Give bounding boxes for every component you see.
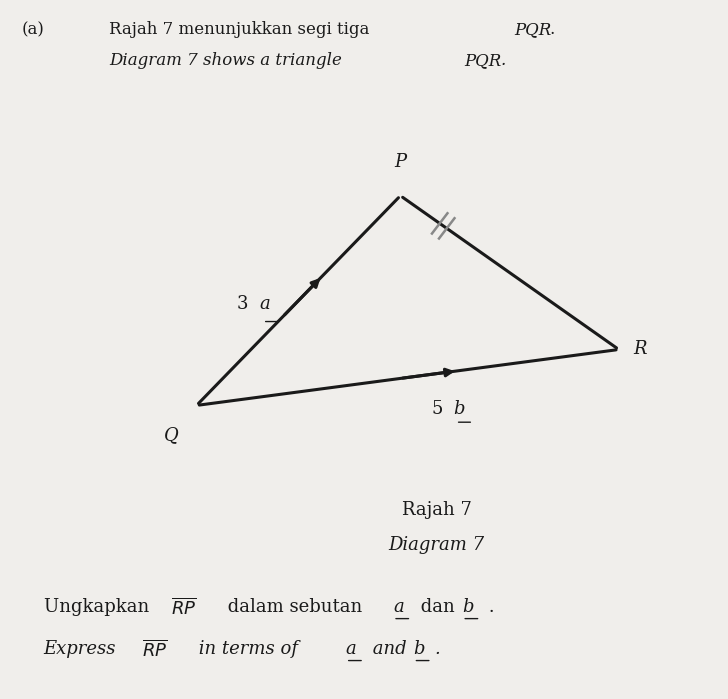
Text: P: P — [395, 153, 406, 171]
Text: 5: 5 — [431, 400, 443, 418]
Text: Diagram 7: Diagram 7 — [389, 536, 485, 554]
Text: Rajah 7 menunjukkan segi tiga: Rajah 7 menunjukkan segi tiga — [109, 21, 375, 38]
Text: b: b — [414, 640, 425, 658]
Text: (a): (a) — [22, 21, 44, 38]
Text: $\overline{RP}$: $\overline{RP}$ — [142, 640, 167, 661]
Text: b: b — [453, 400, 464, 418]
Text: Express: Express — [44, 640, 122, 658]
Text: dalam sebutan: dalam sebutan — [222, 598, 368, 616]
Text: a: a — [259, 295, 270, 313]
Text: .: . — [435, 640, 440, 658]
Text: and: and — [367, 640, 412, 658]
Text: a: a — [346, 640, 357, 658]
Text: Rajah 7: Rajah 7 — [402, 501, 472, 519]
Text: R: R — [633, 340, 647, 359]
Text: b: b — [462, 598, 474, 616]
Text: PQR: PQR — [464, 52, 502, 69]
Text: a: a — [393, 598, 404, 616]
Text: $\overline{RP}$: $\overline{RP}$ — [171, 598, 197, 619]
Text: Ungkapkan: Ungkapkan — [44, 598, 154, 616]
Text: Diagram 7 shows a triangle: Diagram 7 shows a triangle — [109, 52, 347, 69]
Text: PQR: PQR — [514, 21, 551, 38]
Text: dan: dan — [415, 598, 461, 616]
Text: .: . — [550, 21, 555, 38]
Text: 3: 3 — [237, 295, 248, 313]
Text: Q: Q — [164, 426, 178, 445]
Text: in terms of: in terms of — [193, 640, 304, 658]
Text: .: . — [483, 598, 495, 616]
Text: .: . — [500, 52, 505, 69]
